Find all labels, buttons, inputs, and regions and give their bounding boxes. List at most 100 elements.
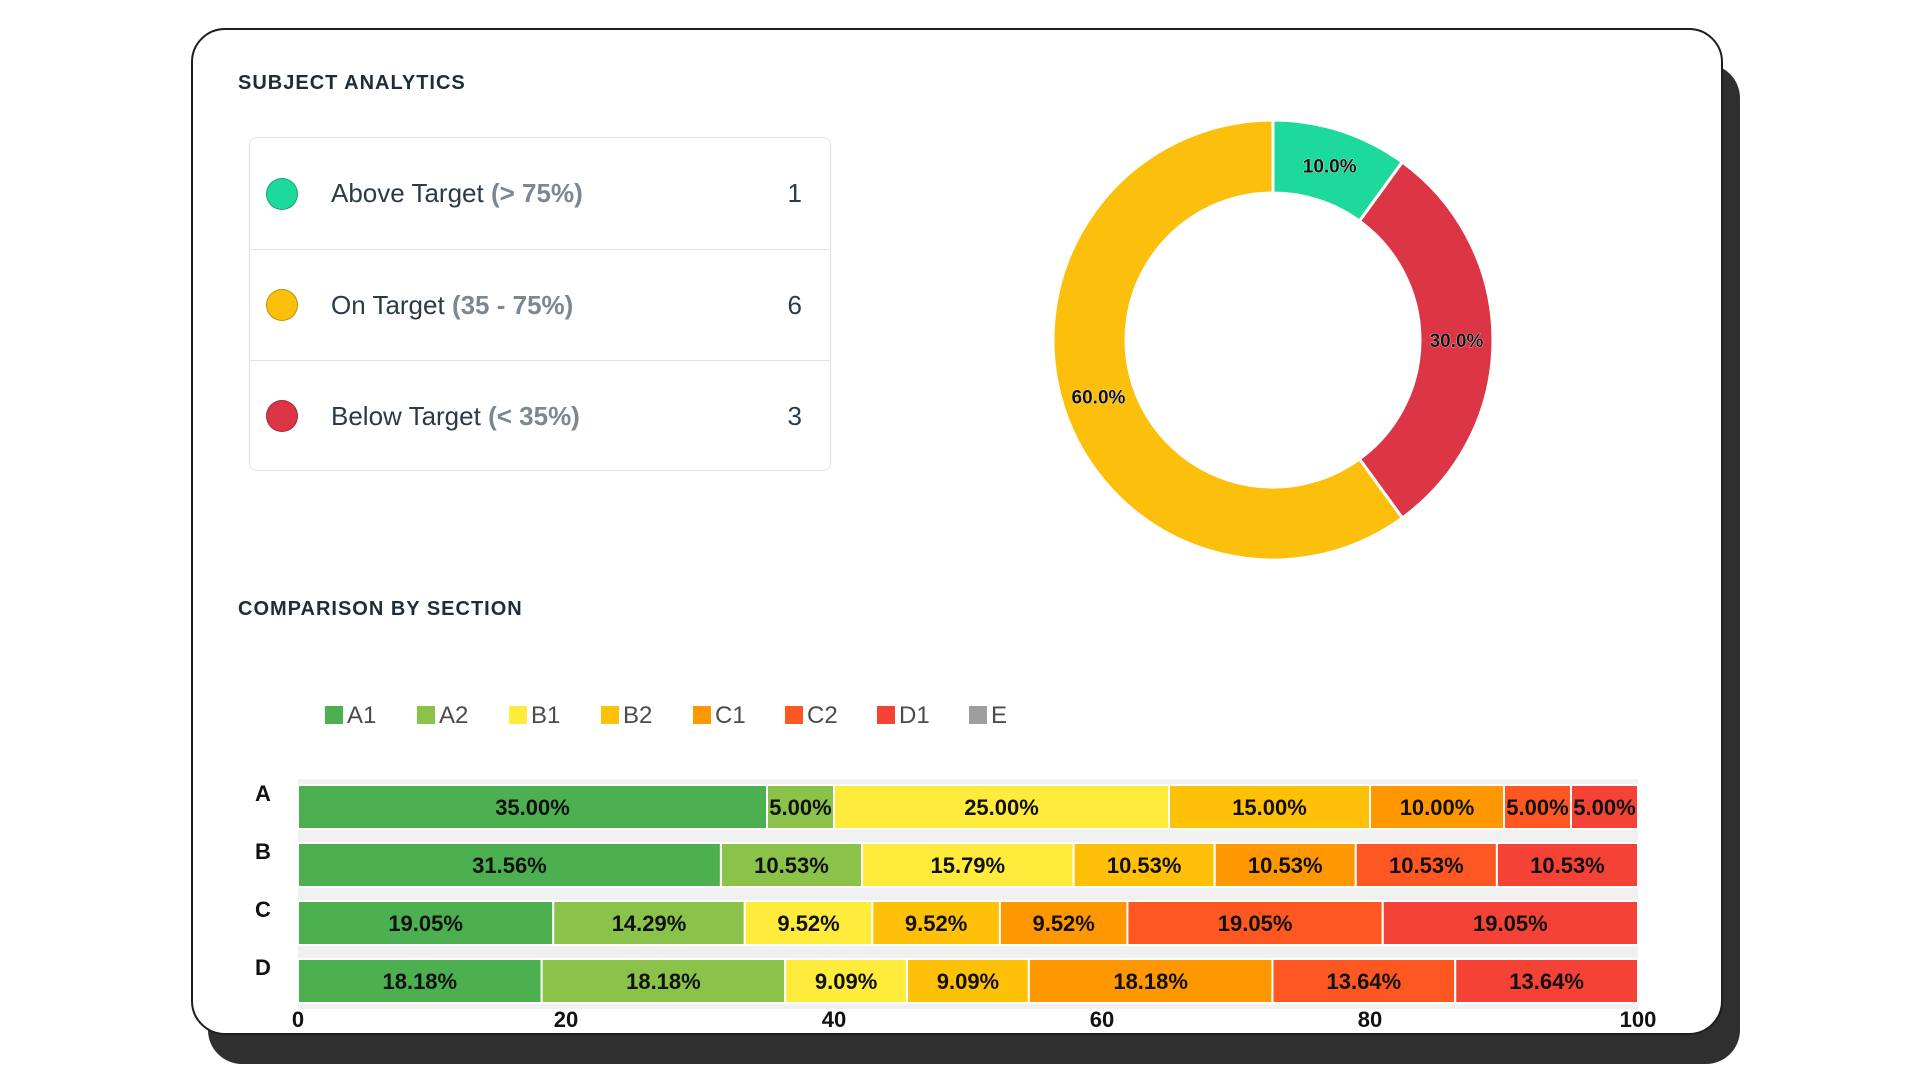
legend-swatch-b2 [601, 706, 619, 724]
bar-b-c2[interactable] [1354, 842, 1498, 888]
bar-label-d-a1: 18.18% [382, 969, 457, 994]
category-label-c: C [255, 897, 271, 922]
bar-c-d1[interactable] [1381, 900, 1639, 946]
legend-label-a1: A1 [347, 702, 376, 729]
category-label-b: B [255, 839, 271, 864]
on-target-label: On Target [331, 289, 445, 320]
above-target-range: (> 75%) [490, 178, 583, 208]
bar-c-c2[interactable] [1126, 900, 1384, 946]
legend-item-c1[interactable]: C1 [693, 702, 746, 729]
above-target-label: Above Target [331, 178, 484, 208]
donut-label-on-target: 60.0% [1072, 388, 1126, 409]
bar-label-a-d1: 5.00% [1573, 795, 1635, 820]
x-tick-60: 60 [1090, 1007, 1114, 1030]
bar-b-a2[interactable] [719, 842, 864, 888]
bar-label-c-d1: 19.05% [1473, 911, 1548, 936]
bar-d-a1[interactable] [297, 958, 543, 1004]
donut-slice-below-target[interactable] [1357, 159, 1495, 521]
subject-analytics-title: SUBJECT ANALYTICS [238, 72, 466, 94]
bar-label-a-b2: 15.00% [1232, 795, 1307, 820]
bar-label-a-a1: 35.00% [495, 795, 570, 820]
bar-label-d-d1: 13.64% [1509, 969, 1584, 994]
donut-label-below-target: 30.0% [1430, 331, 1484, 352]
legend-item-b2[interactable]: B2 [601, 702, 652, 729]
section-comparison-chart: A1 A2 B1 B2 C1 C2 D1 E A 35.00% 5.00% 25.00% 15.00% 1… [255, 702, 1656, 1030]
bar-label-a-c2: 5.00% [1506, 795, 1568, 820]
bar-label-d-b2: 9.09% [937, 969, 999, 994]
bar-label-b-b2: 10.53% [1107, 853, 1182, 878]
bar-label-c-a1: 19.05% [388, 911, 463, 936]
above-target-count: 1 [787, 178, 802, 208]
legend-swatch-d1 [877, 706, 895, 724]
bar-a-c2[interactable] [1503, 784, 1572, 830]
bar-label-c-a2: 14.29% [612, 911, 687, 936]
legend-row-below-target: Below Target (< 35%) 3 [250, 360, 830, 471]
legend-label-d1: D1 [899, 702, 930, 729]
legend-label-e: E [991, 702, 1007, 729]
on-target-range: (35 - 75%) [451, 289, 574, 320]
bar-c-c1[interactable] [998, 900, 1129, 946]
legend-item-d1[interactable]: D1 [877, 702, 930, 729]
legend-item-e[interactable]: E [969, 702, 1007, 729]
bar-label-d-b1: 9.09% [815, 969, 877, 994]
bar-a-c1[interactable] [1369, 784, 1505, 830]
legend-row-on-target: On Target (35 - 75%) 6 [250, 249, 830, 360]
bar-label-a-a2: 5.00% [769, 795, 831, 820]
bar-label-b-a1: 31.56% [472, 853, 547, 878]
target-legend-box: Above Target (> 75%) 1 On Target (35 - 7… [249, 137, 831, 471]
legend-swatch-e [969, 706, 987, 724]
x-tick-40: 40 [822, 1007, 846, 1030]
bar-label-d-a2: 18.18% [626, 969, 701, 994]
below-target-label: Below Target [331, 400, 481, 431]
bar-d-d1[interactable] [1454, 958, 1639, 1004]
below-target-count: 3 [787, 400, 802, 431]
legend-item-b1[interactable]: B1 [509, 702, 560, 729]
bar-label-b-d1: 10.53% [1530, 853, 1605, 878]
bar-label-b-c2: 10.53% [1389, 853, 1464, 878]
bar-a-d1[interactable] [1570, 784, 1639, 830]
bar-d-b1[interactable] [784, 958, 909, 1004]
bar-label-b-c1: 10.53% [1248, 853, 1323, 878]
bar-c-b2[interactable] [871, 900, 1001, 946]
legend-label-b1: B1 [531, 702, 560, 729]
legend-label-b2: B2 [623, 702, 652, 729]
bar-label-d-c2: 13.64% [1327, 969, 1402, 994]
on-target-count: 6 [787, 289, 802, 320]
bar-a-a2[interactable] [766, 784, 835, 830]
legend-swatch-a2 [417, 706, 435, 724]
legend-label-c1: C1 [715, 702, 746, 729]
bar-d-c1[interactable] [1027, 958, 1274, 1004]
x-tick-0: 0 [292, 1007, 304, 1030]
bar-label-c-c2: 19.05% [1218, 911, 1293, 936]
comparison-title: COMPARISON BY SECTION [238, 598, 523, 620]
x-tick-80: 80 [1358, 1007, 1382, 1030]
legend-item-c2[interactable]: C2 [785, 702, 838, 729]
on-target-dot [266, 289, 298, 321]
bar-label-b-b1: 15.79% [930, 853, 1005, 878]
legend-swatch-c1 [693, 706, 711, 724]
analytics-card: SUBJECT ANALYTICS Above Target (> 75%) 1… [191, 28, 1723, 1035]
bar-label-d-c1: 18.18% [1113, 969, 1188, 994]
bar-b-b2[interactable] [1072, 842, 1216, 888]
bar-label-a-b1: 25.00% [964, 795, 1039, 820]
bar-b-b1[interactable] [861, 842, 1075, 888]
donut-slice-on-target[interactable] [1051, 118, 1405, 562]
bar-b-d1[interactable] [1495, 842, 1639, 888]
legend-swatch-a1 [325, 706, 343, 724]
legend-item-a1[interactable]: A1 [325, 702, 376, 729]
bar-a-b2[interactable] [1168, 784, 1371, 830]
legend-row-above-target: Above Target (> 75%) 1 [250, 138, 830, 249]
bar-label-b-a2: 10.53% [754, 853, 829, 878]
bar-c-b1[interactable] [743, 900, 874, 946]
bar-c-a2[interactable] [552, 900, 746, 946]
x-tick-20: 20 [554, 1007, 578, 1030]
legend-label-a2: A2 [439, 702, 468, 729]
bar-label-c-b1: 9.52% [777, 911, 839, 936]
bar-c-a1[interactable] [297, 900, 555, 946]
bar-a-b1[interactable] [833, 784, 1170, 830]
bar-d-b2[interactable] [906, 958, 1030, 1004]
legend-item-a2[interactable]: A2 [417, 702, 468, 729]
above-target-dot [266, 177, 298, 210]
below-target-range: (< 35%) [488, 400, 580, 431]
bar-label-a-c1: 10.00% [1400, 795, 1475, 820]
